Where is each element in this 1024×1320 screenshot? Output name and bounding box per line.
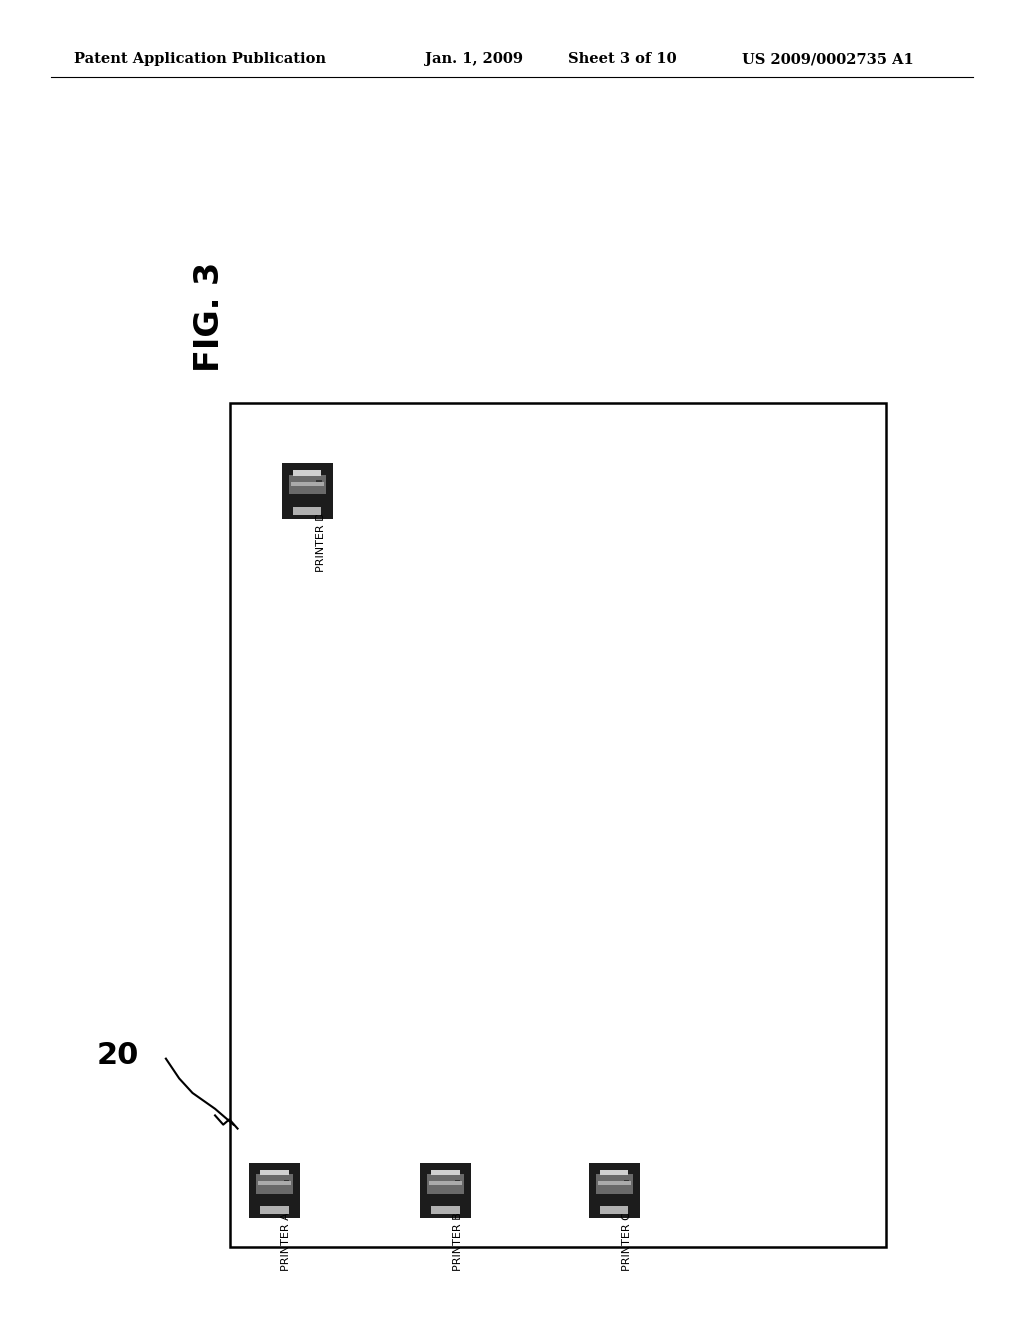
Bar: [230, 403, 886, 1247]
Bar: [256, 1175, 293, 1193]
Bar: [600, 1206, 629, 1214]
Text: PRINTER B: PRINTER B: [453, 1212, 463, 1271]
Bar: [429, 1181, 462, 1185]
Bar: [420, 1163, 471, 1218]
Bar: [455, 1180, 460, 1185]
Text: US 2009/0002735 A1: US 2009/0002735 A1: [742, 53, 914, 66]
Bar: [624, 1180, 629, 1185]
Text: Jan. 1, 2009: Jan. 1, 2009: [425, 53, 523, 66]
Bar: [293, 507, 322, 515]
Bar: [316, 480, 322, 486]
Text: PRINTER C: PRINTER C: [622, 1212, 632, 1271]
Bar: [284, 1180, 289, 1185]
Bar: [249, 1163, 300, 1218]
Bar: [598, 1181, 631, 1185]
Bar: [431, 1170, 460, 1175]
Text: PRINTER D: PRINTER D: [315, 512, 326, 572]
Text: 20: 20: [96, 1041, 139, 1071]
Bar: [427, 1175, 464, 1193]
Bar: [282, 463, 333, 519]
Bar: [260, 1170, 289, 1175]
Text: Patent Application Publication: Patent Application Publication: [74, 53, 326, 66]
Text: FIG. 3: FIG. 3: [194, 261, 226, 372]
Text: PRINTER A: PRINTER A: [281, 1212, 291, 1271]
Bar: [293, 470, 322, 477]
Bar: [260, 1206, 289, 1214]
Bar: [291, 482, 324, 486]
Text: Sheet 3 of 10: Sheet 3 of 10: [568, 53, 677, 66]
Bar: [258, 1181, 291, 1185]
Bar: [596, 1175, 633, 1193]
Bar: [589, 1163, 640, 1218]
Bar: [431, 1206, 460, 1214]
Bar: [600, 1170, 629, 1175]
Bar: [289, 474, 326, 494]
